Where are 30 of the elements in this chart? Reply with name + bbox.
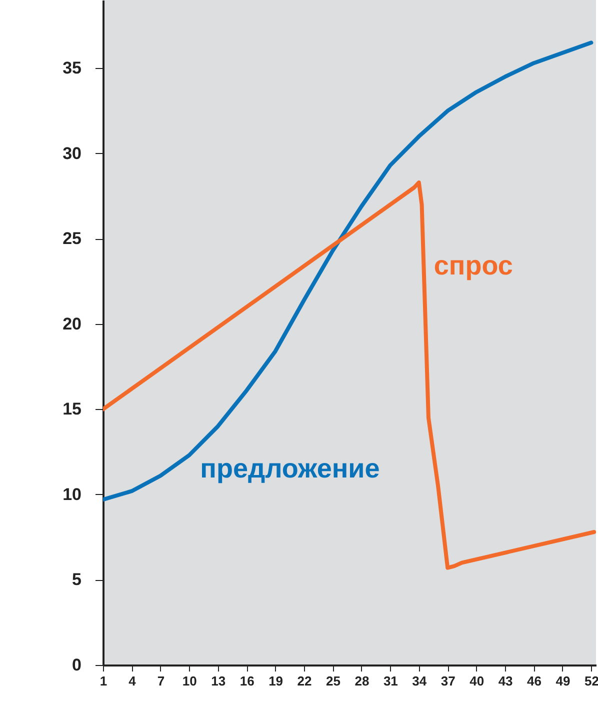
x-tick-label: 1 xyxy=(100,674,108,688)
series-label: предложение xyxy=(200,453,380,484)
x-tick-label: 13 xyxy=(211,674,226,688)
y-tick-label: 15 xyxy=(62,400,82,419)
x-tick-label: 31 xyxy=(383,674,398,688)
x-tick-label: 52 xyxy=(584,674,598,688)
line-series xyxy=(103,180,596,570)
x-tick-label: 25 xyxy=(326,674,340,688)
x-tick-label: 22 xyxy=(297,674,312,688)
y-tick-label: 25 xyxy=(62,229,82,248)
y-tick-label: 20 xyxy=(62,314,82,334)
x-tick-label: 10 xyxy=(182,674,197,688)
line-series xyxy=(103,40,594,502)
y-tick-label: 0 xyxy=(72,656,82,674)
x-tick-label: 40 xyxy=(470,674,484,688)
y-tick-label: 10 xyxy=(62,484,82,504)
x-tick-label: 28 xyxy=(354,674,370,688)
x-tick-label: 7 xyxy=(157,674,165,688)
y-tick-label: 35 xyxy=(62,58,82,78)
x-tick-label: 46 xyxy=(527,674,542,688)
x-tick-label: 43 xyxy=(498,674,513,688)
x-tick-label: 37 xyxy=(440,674,456,688)
x-tick-label: 19 xyxy=(268,674,284,688)
y-tick-label: 30 xyxy=(62,144,82,163)
x-tick-label: 34 xyxy=(412,674,428,688)
x-tick-label: 4 xyxy=(128,674,137,688)
x-tick-label: 49 xyxy=(556,674,570,688)
series-label: спрос xyxy=(434,250,513,280)
y-tick-label: 5 xyxy=(72,570,82,590)
x-tick-label: 16 xyxy=(240,674,254,688)
